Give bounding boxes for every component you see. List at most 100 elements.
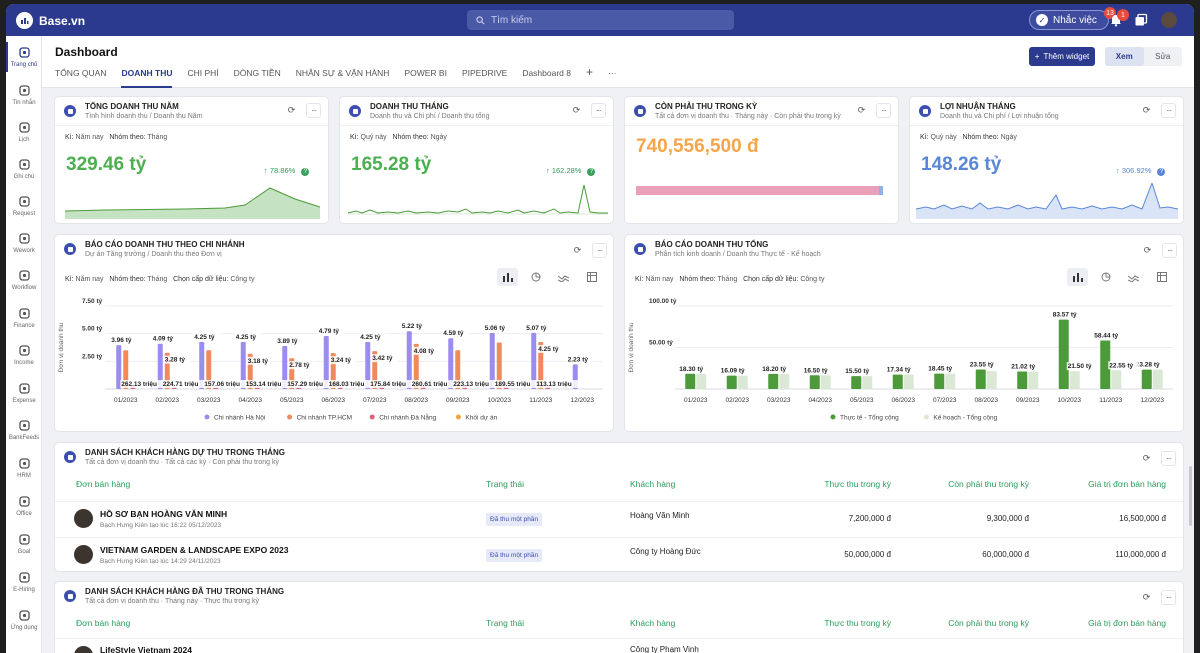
refresh-icon[interactable]: ⟳ [287, 105, 296, 115]
col-order-value[interactable]: Giá trị đơn bán hàng [1088, 479, 1166, 489]
refresh-icon[interactable]: ⟳ [857, 105, 866, 115]
table-row[interactable]: HỒ SƠ BẠN HOÀNG VĂN MINH Bạch Hưng Kiên … [55, 501, 1183, 537]
table-row[interactable]: VIETNAM GARDEN & LANDSCAPE EXPO 2023 Bạc… [55, 537, 1183, 571]
table-view-icon[interactable] [1151, 268, 1172, 286]
col-status[interactable]: Trạng thái [486, 479, 524, 489]
scrollbar-thumb[interactable] [1189, 466, 1192, 526]
more-options-button[interactable]: ··· [1162, 243, 1177, 258]
refresh-icon[interactable]: ⟳ [1142, 105, 1151, 115]
sidebar-item-calendar[interactable]: Lịch [6, 121, 42, 143]
user-avatar[interactable] [1161, 12, 1177, 28]
x-tick-label: 04/2023 [239, 397, 263, 404]
customer-name[interactable]: Công ty Hoàng Đức [630, 547, 701, 556]
table-view-icon[interactable] [581, 268, 602, 286]
add-widget-button[interactable]: + Thêm widget [1029, 47, 1095, 66]
add-tab-button[interactable]: + [585, 65, 593, 79]
sidebar-item-apps[interactable]: Ứng dụng [6, 609, 42, 631]
notification-bell-icon[interactable]: 1 [1109, 9, 1129, 27]
customer-name[interactable]: Công ty Phạm Vinh [630, 645, 699, 653]
more-options-button[interactable]: ··· [1161, 103, 1176, 118]
data-label-bg [317, 326, 345, 335]
col-customer[interactable]: Khách hàng [630, 479, 676, 489]
sidebar-item-finance[interactable]: Finance [6, 307, 42, 329]
pie-chart-icon[interactable] [525, 268, 546, 286]
tab-2[interactable]: CHI PHÍ [187, 68, 219, 78]
tab-bar: TỔNG QUAN DOANH THU CHI PHÍ DÒNG TIỀN NHÂN S… [55, 65, 632, 88]
page-title: Dashboard [55, 45, 118, 59]
report-filter: Kì: Năm nay Nhóm theo: Tháng Chọn cấp dữ… [635, 276, 825, 283]
more-options-button[interactable]: ··· [592, 243, 607, 258]
order-name[interactable]: VIETNAM GARDEN & LANDSCAPE EXPO 2023 [100, 545, 289, 555]
tab-6[interactable]: PIPEDRIVE [461, 68, 508, 78]
sidebar-item-request[interactable]: Request [6, 195, 42, 217]
bar [323, 335, 329, 389]
card-title: BÁO CÁO DOANH THU THEO CHI NHÁNH [85, 240, 245, 249]
col-collected[interactable]: Thực thu trong kỳ [824, 618, 891, 628]
sidebar-item-chat[interactable]: Tin nhắn [6, 84, 42, 106]
more-options-button[interactable]: ··· [591, 103, 606, 118]
tab-4[interactable]: NHÂN SỰ & VẬN HÀNH [295, 68, 390, 78]
sidebar-item-hrm[interactable]: HRM [6, 457, 42, 479]
col-collected[interactable]: Thực thu trong kỳ [824, 479, 891, 489]
bar-chart-icon[interactable] [497, 268, 518, 286]
more-options-button[interactable]: ··· [876, 103, 891, 118]
table-row[interactable]: LifeStyle Vietnam 2024 Công ty Phạm Vinh [55, 638, 1183, 653]
col-order-value[interactable]: Giá trị đơn bán hàng [1088, 618, 1166, 628]
sidebar-item-note[interactable]: Ghi chú [6, 158, 42, 180]
refresh-icon[interactable]: ⟳ [572, 105, 581, 115]
line-chart-icon[interactable] [1123, 268, 1144, 286]
col-remaining[interactable]: Còn phải thu trong kỳ [948, 479, 1029, 489]
app-logo[interactable]: Base.vn [16, 12, 85, 29]
sidebar-item-income[interactable]: Income [6, 344, 42, 366]
chart-icon [634, 243, 646, 255]
col-status[interactable]: Trạng thái [486, 618, 524, 628]
bar [545, 387, 551, 389]
edit-mode-button[interactable]: Sửa [1155, 52, 1171, 61]
customer-name[interactable]: Hoàng Văn Minh [630, 511, 690, 520]
data-label-bg [442, 329, 470, 338]
remind-button[interactable]: ✓ Nhắc việc 13 [1029, 7, 1116, 30]
tab-5[interactable]: POWER BI [404, 68, 447, 78]
x-tick-label: 08/2023 [405, 397, 429, 404]
refresh-icon[interactable]: ⟳ [573, 245, 582, 255]
order-name[interactable]: HỒ SƠ BẠN HOÀNG VĂN MINH [100, 509, 228, 519]
windows-icon[interactable] [1134, 13, 1148, 27]
view-mode-button[interactable]: Xem [1105, 47, 1144, 66]
more-options-button[interactable]: ··· [1161, 590, 1176, 605]
sidebar-item-workflow[interactable]: Workflow [6, 269, 42, 291]
sidebar-item-expense[interactable]: Expense [6, 382, 42, 404]
sidebar-item-goal[interactable]: Goal [6, 533, 42, 555]
y-tick-label: 2.50 tỷ [82, 353, 103, 360]
pie-chart-icon[interactable] [1095, 268, 1116, 286]
sidebar-item-wework[interactable]: Wework [6, 232, 42, 254]
refresh-icon[interactable]: ⟳ [1143, 245, 1152, 255]
bar [934, 373, 945, 389]
line-chart-icon[interactable] [553, 268, 574, 286]
col-order[interactable]: Đơn bán hàng [76, 618, 131, 628]
tab-3[interactable]: DÒNG TIỀN [233, 68, 281, 78]
more-options-button[interactable]: ··· [306, 103, 321, 118]
sidebar-item-ehiring[interactable]: E-Hiring [6, 571, 42, 593]
order-name[interactable]: LifeStyle Vietnam 2024 [100, 645, 192, 653]
col-remaining[interactable]: Còn phải thu trong kỳ [948, 618, 1029, 628]
more-options-button[interactable]: ··· [1161, 451, 1176, 466]
col-customer[interactable]: Khách hàng [630, 618, 676, 628]
search-input[interactable]: Tìm kiếm [467, 10, 734, 30]
tab-0[interactable]: TỔNG QUAN [55, 68, 107, 78]
sidebar-item-office[interactable]: Office [6, 495, 42, 517]
sidebar-item-bankfeeds[interactable]: BankFeeds [6, 419, 42, 441]
collected-value: 7,200,000 đ [848, 514, 891, 523]
data-label-bg [968, 360, 1000, 369]
bar [538, 341, 544, 389]
bar-chart-icon[interactable] [1067, 268, 1088, 286]
data-label-bg [525, 323, 553, 332]
bar [892, 374, 903, 389]
tab-1[interactable]: DOANH THU [121, 68, 173, 88]
refresh-icon[interactable]: ⟳ [1142, 592, 1151, 602]
col-order[interactable]: Đơn bán hàng [76, 479, 131, 489]
tab-7[interactable]: Dashboard 8 [522, 68, 571, 78]
sidebar-item-home[interactable]: Trang chủ [6, 42, 42, 72]
more-tabs-button[interactable]: ··· [608, 68, 617, 78]
sidebar: Trang chủ Tin nhắn Lịch Ghi chú Request Wewor… [6, 36, 42, 653]
refresh-icon[interactable]: ⟳ [1142, 453, 1151, 463]
